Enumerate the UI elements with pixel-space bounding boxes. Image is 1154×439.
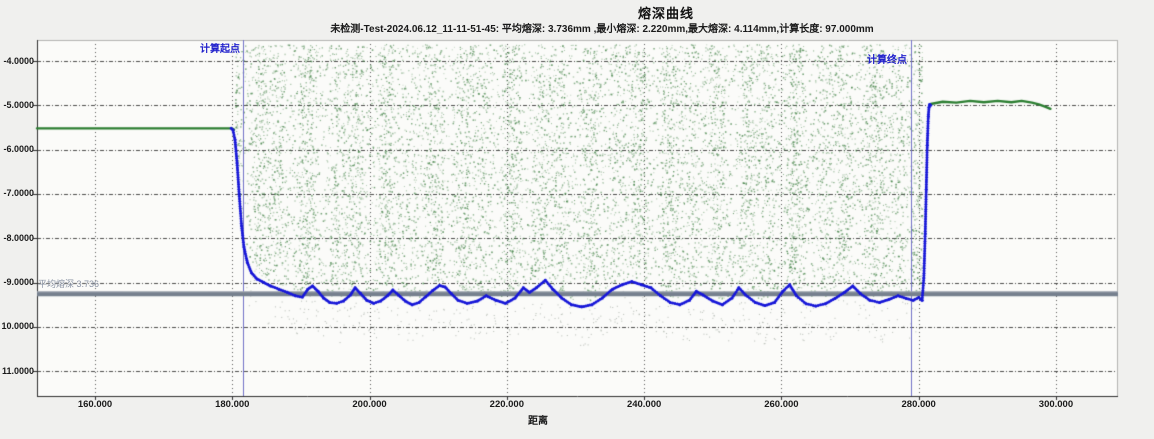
- x-tick-label: 240.000: [626, 399, 662, 410]
- average-depth-label: 平均熔深 3.736: [38, 279, 100, 289]
- x-tick-label: 160.000: [77, 399, 113, 410]
- chart-title: 熔深曲线: [637, 6, 695, 21]
- y-tick-label: 11.0000: [1, 365, 34, 376]
- y-tick-label: -6.0000: [3, 144, 34, 155]
- x-tick-label: 260.000: [764, 399, 799, 410]
- y-tick-label: -4.0000: [3, 55, 34, 66]
- y-tick-label: 10.0000: [1, 321, 34, 332]
- x-tick-label: 180.000: [215, 399, 250, 410]
- y-tick-label: -8.0000: [3, 232, 34, 243]
- chart-subtitle: 未检测-Test-2024.06.12_11-11-51-45: 平均熔深: 3…: [330, 24, 874, 35]
- x-tick-label: 220.000: [489, 399, 524, 410]
- x-tick-label: 300.000: [1038, 399, 1074, 410]
- x-tick-label: 200.000: [352, 399, 387, 410]
- y-tick-label: -5.0000: [3, 99, 34, 110]
- x-tick-label: 280.000: [901, 399, 936, 410]
- x-axis-title: 距离: [528, 416, 548, 427]
- y-tick-label: -9.0000: [3, 277, 34, 287]
- calc-start-label[interactable]: 计算起点: [200, 44, 240, 55]
- calc-end-label[interactable]: 计算终点: [867, 55, 907, 66]
- y-tick-label: -7.0000: [3, 188, 34, 199]
